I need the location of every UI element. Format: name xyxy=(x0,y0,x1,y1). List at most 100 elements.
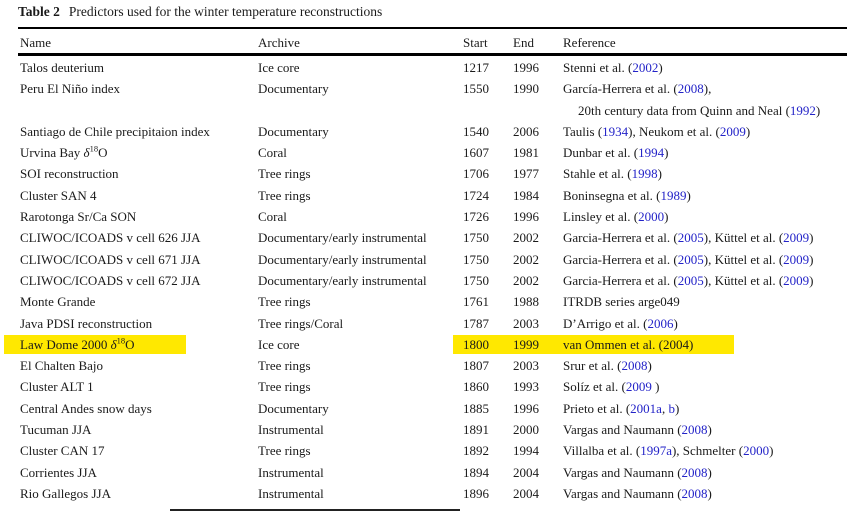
cell-archive: Documentary/early instrumental xyxy=(258,251,427,267)
reference-line: Garcia-Herrera et al. (2005), Küttel et … xyxy=(563,227,847,248)
cell-name: Monte Grande xyxy=(20,291,258,312)
text-segment: Rarotonga Sr/Ca SON xyxy=(20,209,137,225)
reference-line: van Ommen et al. (2004) xyxy=(563,334,847,355)
cell-reference: Garcia-Herrera et al. (2005), Küttel et … xyxy=(563,270,847,291)
reference-line: Stahle et al. (1998) xyxy=(563,163,847,184)
text-segment: ITRDB series arge049 xyxy=(563,294,680,310)
reference-year-link[interactable]: 1998 xyxy=(631,166,658,182)
reference-line: Garcia-Herrera et al. (2005), Küttel et … xyxy=(563,249,847,270)
cell-name: Cluster SAN 4 xyxy=(20,185,258,206)
reference-year-link[interactable]: 2009 xyxy=(783,251,810,267)
cell-end: 2003 xyxy=(513,315,539,331)
table-row: El Chalten Bajo Tree rings 1807 2003 Srur et… xyxy=(18,355,847,376)
text-segment: Corrientes JJA xyxy=(20,464,97,480)
cell-start: 1550 xyxy=(463,81,489,97)
cell-archive: Documentary/early instrumental xyxy=(258,272,427,288)
cell-reference: Taulis (1934), Neukom et al. (2009) xyxy=(563,121,847,142)
reference-year-link[interactable]: 2005 xyxy=(677,272,704,288)
text-segment: Rio Gallegos JJA xyxy=(20,485,111,501)
table-row: Tucuman JJA Instrumental 1891 2000 Vargas an… xyxy=(18,419,847,440)
table-row: Urvina Bay δ18O Coral 1607 1981 Dunbar et al… xyxy=(18,142,847,163)
text-segment: δ xyxy=(83,145,90,161)
cell-end: 1993 xyxy=(513,379,539,395)
reference-year-link[interactable]: 2000 xyxy=(638,209,665,225)
table-row: Peru El Niño index Documentary 1550 1990 Gar… xyxy=(18,78,847,121)
cell-start: 1607 xyxy=(463,145,489,161)
cell-end: 1977 xyxy=(513,166,539,182)
reference-year-link[interactable]: 2000 xyxy=(743,443,770,459)
reference-year-link[interactable]: 1992 xyxy=(789,102,816,118)
reference-line: Vargas and Naumann (2008) xyxy=(563,419,847,440)
text-segment: ) xyxy=(707,422,712,438)
reference-year-link[interactable]: 2009 xyxy=(783,272,810,288)
cell-name: CLIWOC/ICOADS v cell 626 JJA xyxy=(20,227,258,248)
text-segment: O xyxy=(125,336,135,352)
text-segment: Urvina Bay xyxy=(20,145,84,161)
table-row: CLIWOC/ICOADS v cell 672 JJA Documentary/… xyxy=(18,270,847,291)
text-segment: Villalba et al. ( xyxy=(563,443,641,459)
reference-year-link[interactable]: 2005 xyxy=(677,251,704,267)
cell-reference: Boninsegna et al. (1989) xyxy=(563,185,847,206)
cell-end: 1990 xyxy=(513,81,539,97)
cell-reference: Stenni et al. (2002) xyxy=(563,57,847,78)
cell-start: 1860 xyxy=(463,379,489,395)
cell-start: 1217 xyxy=(463,60,489,75)
text-segment: Cluster SAN 4 xyxy=(20,187,97,203)
table-row: Monte Grande Tree rings 1761 1988 ITRDB seri… xyxy=(18,291,847,312)
text-segment: ) xyxy=(647,358,652,374)
reference-line: Boninsegna et al. (1989) xyxy=(563,185,847,206)
text-segment: Garcia-Herrera et al. ( xyxy=(563,272,678,288)
cell-name: Rarotonga Sr/Ca SON xyxy=(20,206,258,227)
reference-year-link[interactable]: 1997a xyxy=(640,443,672,459)
text-segment: Central Andes snow days xyxy=(20,400,152,416)
reference-line: Vargas and Naumann (2008) xyxy=(563,462,847,483)
reference-year-link[interactable]: 2001a xyxy=(630,400,662,416)
table-caption: Table 2 Predictors used for the winter te… xyxy=(18,4,382,20)
reference-year-link[interactable]: 2008 xyxy=(681,485,708,501)
text-segment: Boninsegna et al. ( xyxy=(563,187,661,203)
cell-archive: Tree rings xyxy=(258,358,311,374)
table-row: Rio Gallegos JJA Instrumental 1896 2004 Varg… xyxy=(18,483,847,504)
reference-year-link[interactable]: 2006 xyxy=(647,315,674,331)
cell-start: 1750 xyxy=(463,230,489,246)
reference-line: Vargas and Naumann (2008) xyxy=(563,483,847,504)
cell-reference: Linsley et al. (2000) xyxy=(563,206,847,227)
text-segment: ) xyxy=(707,485,712,501)
cell-start: 1787 xyxy=(463,315,489,331)
reference-year-link[interactable]: 2008 xyxy=(677,81,704,97)
column-header-reference: Reference xyxy=(563,35,616,50)
reference-year-link[interactable]: 2009 xyxy=(783,230,810,246)
cell-archive: Documentary xyxy=(258,400,329,416)
table-header: Name Archive Start End Reference xyxy=(18,33,847,53)
reference-year-link[interactable]: 2009 xyxy=(625,379,652,395)
cell-end: 1984 xyxy=(513,187,539,203)
reference-year-link[interactable]: 2002 xyxy=(632,60,659,75)
reference-year-link[interactable]: 2008 xyxy=(681,464,708,480)
reference-line: Villalba et al. (1997a), Schmelter (2000… xyxy=(563,440,847,461)
table-row: Java PDSI reconstruction Tree rings/Coral… xyxy=(18,313,847,334)
reference-year-link[interactable]: 1989 xyxy=(660,187,687,203)
cell-archive: Documentary xyxy=(258,123,329,139)
table-row: Law Dome 2000 δ18O Ice core 1800 1999 van Om… xyxy=(4,334,847,355)
cell-reference: D’Arrigo et al. (2006) xyxy=(563,313,847,334)
cell-reference: García-Herrera et al. (2008), 20th centur… xyxy=(563,78,847,121)
cell-reference: Garcia-Herrera et al. (2005), Küttel et … xyxy=(563,227,847,248)
reference-year-link[interactable]: 2005 xyxy=(677,230,704,246)
reference-line: Garcia-Herrera et al. (2005), Küttel et … xyxy=(563,270,847,291)
reference-year-link[interactable]: 2009 xyxy=(719,123,746,139)
reference-year-link[interactable]: 2008 xyxy=(681,422,708,438)
reference-year-link[interactable]: 1934 xyxy=(602,123,629,139)
table-row: Central Andes snow days Documentary 1885 19… xyxy=(18,398,847,419)
text-segment: van Ommen et al. (2004) xyxy=(563,336,694,352)
reference-year-link[interactable]: 2008 xyxy=(621,358,648,374)
highlight-name-marker xyxy=(4,334,186,354)
reference-line: Stenni et al. (2002) xyxy=(563,57,847,78)
text-segment: ), xyxy=(703,81,712,97)
table-row: SOI reconstruction Tree rings 1706 1977 Stah… xyxy=(18,163,847,184)
text-segment: Vargas and Naumann ( xyxy=(563,485,682,501)
cell-start: 1726 xyxy=(463,209,489,225)
cell-start: 1807 xyxy=(463,358,489,374)
cell-start: 1540 xyxy=(463,123,489,139)
reference-year-link[interactable]: 1994 xyxy=(638,145,665,161)
reference-year-link[interactable]: b xyxy=(668,400,675,416)
